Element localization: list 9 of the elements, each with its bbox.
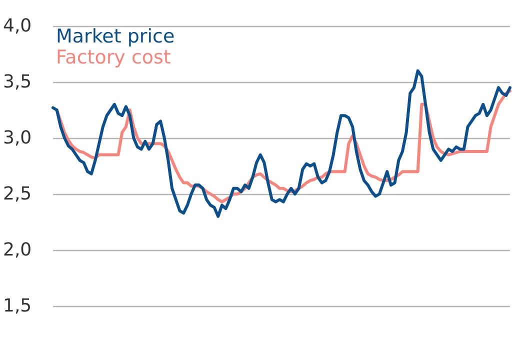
text: Market price — [56, 26, 175, 48]
y-tick-label: 2,5 — [3, 184, 32, 204]
y-tick-label: 1,5 — [3, 296, 32, 316]
y-tick-label: 3,5 — [3, 72, 32, 92]
text: Factory cost — [56, 46, 171, 68]
y-tick-label: 2,0 — [3, 240, 32, 260]
y-tick-label: 3,0 — [3, 128, 32, 148]
y-tick-label: 4,0 — [3, 16, 32, 36]
line-series — [52, 69, 512, 218]
